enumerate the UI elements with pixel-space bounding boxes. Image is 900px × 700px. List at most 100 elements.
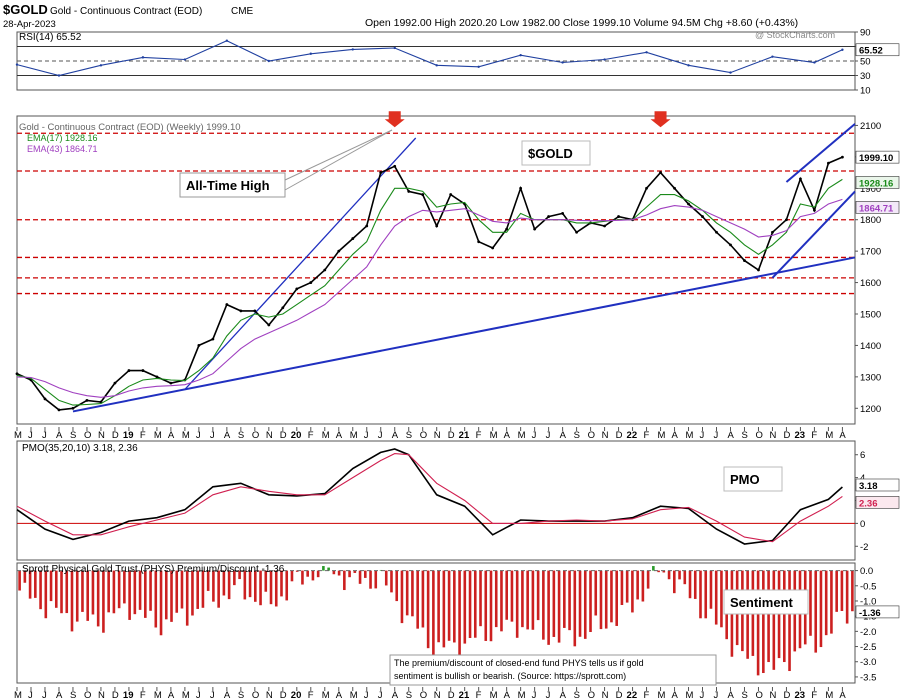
sentiment-bar [102, 570, 105, 633]
x-tick-label: J [700, 430, 705, 441]
x-tick-label: J [532, 690, 537, 700]
sentiment-bar [243, 570, 247, 600]
x-tick-label: S [70, 690, 76, 700]
sentiment-bar [290, 570, 294, 582]
sentiment-bar [201, 570, 205, 608]
rsi-point [183, 58, 187, 61]
sentiment-bar [746, 570, 749, 659]
x-tick-label: D [616, 430, 623, 441]
ema17-legend: EMA(17) 1928.16 [27, 133, 98, 143]
x-tick-label: O [420, 690, 427, 700]
x-tick-label: O [252, 690, 259, 700]
price-point [477, 240, 481, 244]
sentiment-bar [782, 570, 786, 663]
sentiment-bar [568, 570, 571, 631]
ema43-value-label-box [855, 201, 900, 214]
sentiment-bar [683, 570, 687, 585]
callout-pointer-2 [284, 129, 393, 191]
x-tick-label: F [308, 430, 314, 441]
x-tick-label: M [350, 430, 358, 441]
x-tick-label: D [112, 430, 119, 441]
x-tick-label: J [28, 430, 33, 441]
price-point [715, 230, 718, 234]
x-tick-label: A [672, 690, 679, 700]
phys-value-label: -1.36 [859, 608, 881, 619]
pmo-signal-value-label: 2.36 [859, 498, 878, 509]
sentiment-bar [117, 570, 121, 609]
price-point [365, 224, 369, 228]
x-tick-label: A [56, 690, 63, 700]
x-tick-label: J [210, 690, 215, 700]
sentiment-bar [437, 570, 440, 643]
sentiment-bar [432, 570, 435, 656]
sentiment-bar [175, 570, 179, 613]
sentiment-bar [222, 570, 226, 596]
pmo-signal-line [16, 453, 843, 543]
sentiment-bar [337, 570, 341, 576]
x-tick-label: F [644, 430, 650, 441]
rsi-point [687, 64, 690, 67]
rsi-point [813, 61, 816, 64]
sentiment-bar [468, 570, 472, 638]
price-point [127, 369, 131, 372]
sentiment-bar [154, 570, 158, 628]
x-tick-label: N [266, 430, 273, 441]
sentiment-bar [416, 570, 419, 629]
price-point [645, 186, 648, 190]
sentiment-bar [720, 570, 723, 628]
all-time-high-label: All-Time High [186, 178, 270, 193]
x-tick-label: J [713, 430, 718, 441]
x-tick-label: J [196, 690, 201, 700]
ema43-value-label: 1864.71 [859, 203, 894, 214]
pmo-legend: PMO(35,20,10) 3.18, 2.36 [22, 443, 138, 454]
price-axis-tick-label: 1400 [860, 341, 881, 352]
price-point [491, 246, 495, 250]
price-value-label: 1999.10 [859, 153, 893, 164]
x-tick-label: S [238, 430, 244, 441]
sentiment-bar [107, 570, 110, 613]
sentiment-bar [34, 570, 37, 598]
sentiment-bar [646, 570, 650, 589]
x-tick-label: A [392, 690, 399, 700]
sentiment-bar [405, 570, 409, 616]
x-tick-label: M [490, 690, 498, 700]
price-point [211, 337, 215, 341]
sentiment-bar [594, 570, 598, 616]
sentiment-bar [233, 570, 236, 586]
sentiment-bar [65, 570, 69, 614]
x-tick-label: D [616, 690, 623, 700]
price-point [729, 243, 732, 247]
phys-axis-tick-label: -0.5 [860, 581, 876, 592]
x-tick-label: A [727, 430, 734, 441]
price-axis-tick-label: 1200 [860, 404, 881, 415]
sentiment-bar [164, 570, 168, 620]
note-frame [389, 654, 717, 686]
sentiment-bar [49, 570, 53, 602]
phys-legend: Sprott Physical Gold Trust (PHYS) Premiu… [22, 564, 285, 575]
sentiment-bar [557, 570, 561, 643]
price-point [659, 171, 662, 174]
x-axis-bottom: M J J A S O N D 19 F M A M J J A S O N D 20 F M A M J J A S O N D 21 F M A M… [14, 687, 846, 700]
price-axis-tick-label: 2100 [860, 121, 881, 132]
sentiment-bar [254, 570, 257, 602]
x-tick-label: S [238, 690, 244, 700]
x-tick-label: S [741, 690, 747, 700]
sentiment-bar [840, 570, 844, 611]
x-tick-label: S [406, 430, 412, 441]
x-tick-label: M [154, 690, 162, 700]
price-point [155, 375, 159, 379]
sentiment-bar [144, 570, 147, 618]
x-tick-label: A [504, 430, 511, 441]
sentiment-bar [322, 566, 325, 571]
price-point [295, 287, 299, 291]
chart-header: $GOLD Gold - Continuous Contract (EOD) C… [3, 2, 835, 40]
price-point [169, 381, 173, 385]
x-tick-label: O [755, 690, 762, 700]
parabolic-trendline [184, 137, 417, 390]
price-point [687, 202, 690, 206]
price-point [323, 268, 327, 272]
x-tick-label: A [504, 690, 511, 700]
x-tick-label: F [811, 690, 817, 700]
price-point [337, 249, 341, 253]
sentiment-bar [285, 570, 289, 601]
